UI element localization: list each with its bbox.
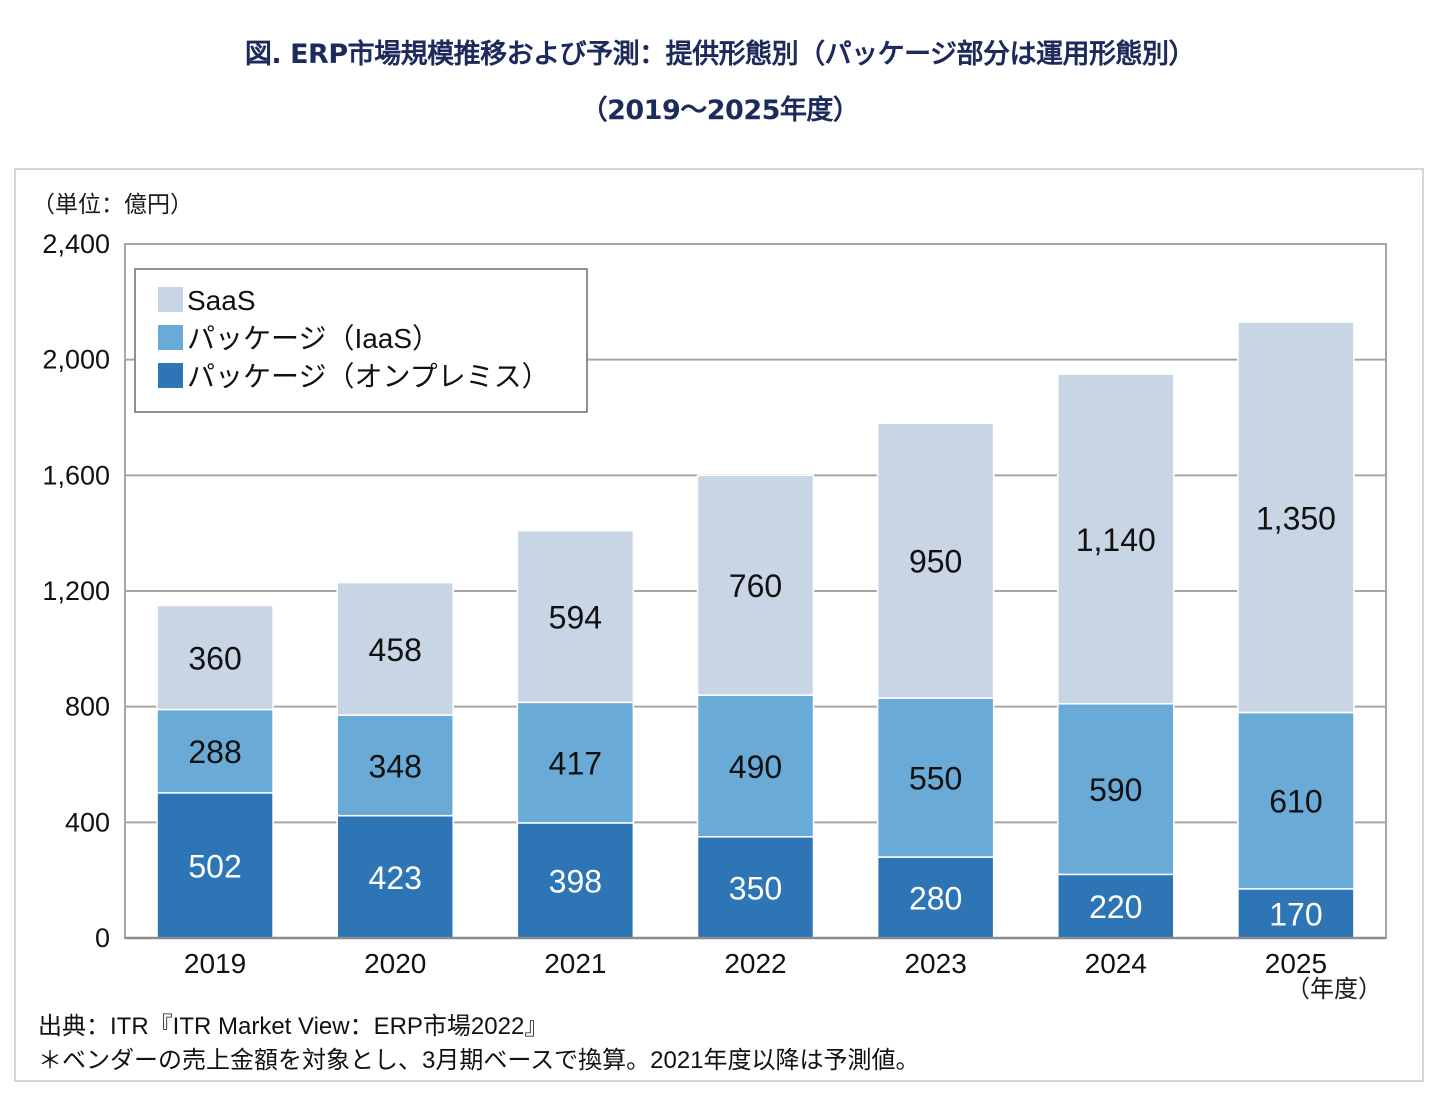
bar-segment-package-onprem xyxy=(1237,888,1355,939)
bar-segment-package-iaas xyxy=(516,701,635,824)
bar-segment-package-onprem xyxy=(516,822,635,939)
y-tick-label: 400 xyxy=(65,807,110,837)
legend-box xyxy=(134,268,588,413)
bar-segment-saas xyxy=(156,604,274,711)
data-label: 220 xyxy=(1089,889,1142,925)
x-tick-label: 2021 xyxy=(544,948,606,979)
y-unit-label: （単位：億円） xyxy=(32,191,193,217)
legend-swatch-package-iaas xyxy=(158,325,183,350)
bar-segment-saas xyxy=(696,474,815,696)
data-label: 950 xyxy=(909,544,962,580)
legend: SaaS パッケージ（IaaS） パッケージ（オンプレミス） xyxy=(134,268,588,413)
bars: 502 288 360 423 348 458 398 417 594 350 490 760 280 5… xyxy=(156,321,1355,939)
legend-label: SaaS xyxy=(187,285,256,316)
chart-frame xyxy=(14,168,1424,1082)
x-tick-label: 2022 xyxy=(724,948,786,979)
chart-title: 図. ERP市場規模推移および予測：提供形態別（パッケージ部分は運用形態別） xyxy=(244,39,1196,70)
data-label: 490 xyxy=(729,749,782,785)
y-tick-label: 2,400 xyxy=(42,229,110,259)
y-tick-label: 1,200 xyxy=(42,576,110,606)
x-tick-label: 2025 xyxy=(1265,948,1327,979)
chart-subtitle: （2019〜2025年度） xyxy=(580,95,860,126)
data-label: 417 xyxy=(549,746,602,782)
axes: 0 400 800 1,200 1,600 2,000 2,400 2019 2020 2021 2… xyxy=(42,229,1386,979)
bar-segment-package-onprem xyxy=(696,836,815,939)
x-tick-label: 2019 xyxy=(184,948,246,979)
data-label: 288 xyxy=(188,734,241,770)
data-label: 550 xyxy=(909,761,962,797)
bar-segment-saas xyxy=(516,529,635,704)
legend-swatch-saas xyxy=(158,287,183,312)
data-label: 398 xyxy=(549,863,602,899)
bar-segment-saas xyxy=(1237,321,1355,714)
y-tick-label: 0 xyxy=(95,923,110,953)
data-label: 348 xyxy=(369,748,422,784)
bar-segment-package-onprem xyxy=(876,856,995,939)
x-unit-label: （年度） xyxy=(1286,976,1382,1003)
x-tick-label: 2024 xyxy=(1085,948,1147,979)
data-label: 350 xyxy=(729,870,782,906)
bar-segment-package-iaas xyxy=(1057,703,1175,876)
legend-label: パッケージ（オンプレミス） xyxy=(187,361,550,392)
y-tick-label: 2,000 xyxy=(42,345,110,375)
y-tick-label: 1,600 xyxy=(42,460,110,490)
data-label: 458 xyxy=(369,632,422,668)
x-tick-label: 2020 xyxy=(364,948,426,979)
data-label: 1,350 xyxy=(1256,500,1336,536)
bar-segment-saas xyxy=(1057,373,1175,705)
legend-swatch-package-onprem xyxy=(158,363,183,388)
bar-segment-package-iaas xyxy=(696,694,815,838)
footnote: ＊ベンダーの売上金額を対象とし、3月期ベースで換算。2021年度以降は予測値。 xyxy=(38,1047,920,1074)
data-label: 502 xyxy=(188,848,241,884)
data-label: 760 xyxy=(729,568,782,604)
data-label: 170 xyxy=(1269,896,1322,932)
y-tick-label: 800 xyxy=(65,692,110,722)
data-label: 610 xyxy=(1269,784,1322,820)
data-label: 590 xyxy=(1089,772,1142,808)
data-label: 423 xyxy=(369,860,422,896)
bar-segment-saas xyxy=(876,422,995,699)
bar-segment-package-iaas xyxy=(1237,711,1355,890)
legend-label: パッケージ（IaaS） xyxy=(187,323,440,354)
data-label: 280 xyxy=(909,881,962,917)
x-tick-label: 2023 xyxy=(904,948,966,979)
data-label: 594 xyxy=(549,599,602,635)
bar-segment-package-onprem xyxy=(1057,873,1175,939)
bar-segment-saas xyxy=(336,581,454,716)
bar-segment-package-iaas xyxy=(876,697,995,858)
source-note: 出典：ITR『ITR Market View：ERP市場2022』 xyxy=(38,1013,549,1040)
data-label: 1,140 xyxy=(1076,522,1156,558)
bar-segment-package-iaas xyxy=(336,714,454,817)
data-label: 360 xyxy=(188,641,241,677)
